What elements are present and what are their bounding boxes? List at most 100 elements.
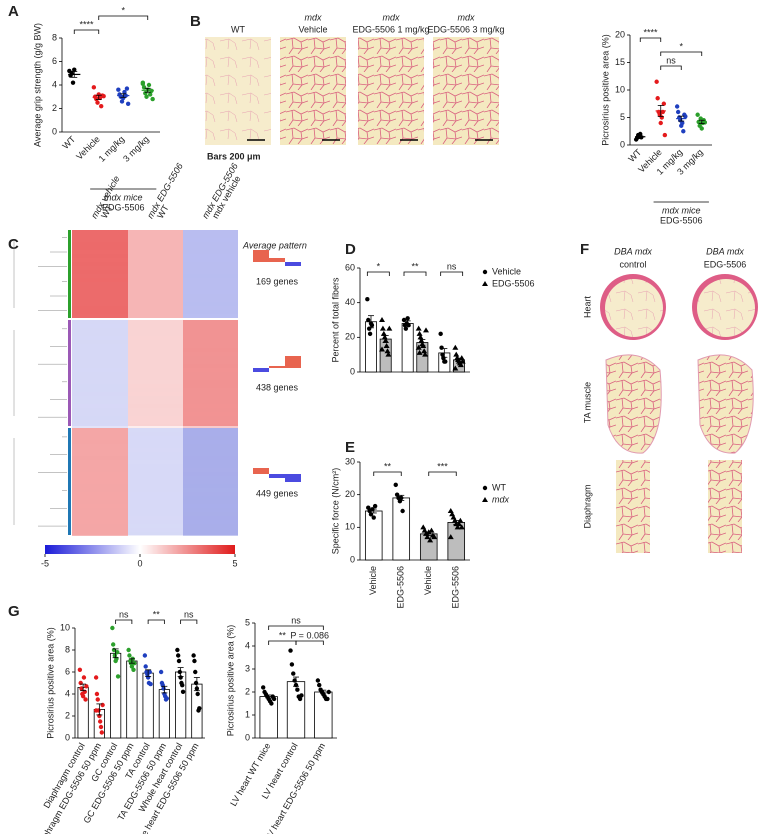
y-tick-label: 8 <box>65 644 70 654</box>
data-point <box>124 86 130 91</box>
histology-column-label: EDG-5506 1 mg/kg <box>352 24 429 34</box>
y-tick-label: 2 <box>65 710 70 720</box>
heatmap-row <box>128 472 183 476</box>
significance-label: ns <box>291 615 301 625</box>
data-point <box>482 269 488 275</box>
data-point <box>386 325 393 331</box>
pattern-bar <box>269 366 285 368</box>
heatmap-row <box>183 384 238 388</box>
y-tick-label: 6 <box>52 56 57 66</box>
heatmap-row <box>183 320 238 324</box>
heatmap-row <box>72 424 128 428</box>
heatmap-row <box>72 242 128 246</box>
heatmap-row <box>183 388 238 392</box>
data-point <box>116 87 121 92</box>
data-point <box>191 653 196 658</box>
heatmap-row <box>128 400 183 404</box>
data-point <box>662 132 668 138</box>
histology-row-label: Heart <box>582 296 592 319</box>
heatmap-row <box>183 484 238 488</box>
legend-label: Vehicle <box>492 266 521 276</box>
heatmap-row <box>128 508 183 512</box>
data-point <box>381 334 388 340</box>
heatmap-row <box>72 376 128 380</box>
heatmap-row <box>183 352 238 356</box>
data-point <box>439 345 444 350</box>
data-point <box>84 684 89 689</box>
heatmap-row <box>128 480 183 484</box>
panel-label: C <box>8 236 19 253</box>
data-point <box>161 686 166 691</box>
heatmap-row <box>183 340 238 344</box>
heatmap-row <box>72 328 128 332</box>
heatmap-row <box>183 444 238 448</box>
y-tick-label: 2 <box>245 686 250 696</box>
heatmap-row <box>72 234 128 238</box>
heatmap-row <box>72 286 128 290</box>
heatmap-row <box>72 504 128 508</box>
heatmap-row <box>183 234 238 238</box>
significance-label: **** <box>643 27 658 37</box>
data-point <box>146 82 152 88</box>
heatmap-row <box>72 372 128 376</box>
heatmap-row <box>72 480 128 484</box>
x-tick-label: Vehicle <box>423 566 433 595</box>
data-point <box>289 662 295 667</box>
heatmap-row <box>72 302 128 306</box>
pattern-bar <box>285 262 301 266</box>
heatmap-row <box>128 380 183 384</box>
heatmap-row <box>128 500 183 504</box>
y-tick-label: 0 <box>65 732 70 742</box>
heatmap-row <box>128 532 183 536</box>
heatmap-row <box>72 392 128 396</box>
heatmap-row <box>183 294 238 298</box>
panel-label: F <box>580 241 589 258</box>
heatmap-row <box>183 436 238 440</box>
heatmap-row <box>183 356 238 360</box>
heatmap-row <box>128 328 183 332</box>
y-tick-label: 60 <box>345 262 355 272</box>
heatmap-row <box>183 380 238 384</box>
significance-bracket <box>268 640 297 645</box>
heatmap-row <box>72 282 128 286</box>
heatmap-row <box>128 266 183 270</box>
heatmap-row <box>183 254 238 258</box>
colorbar <box>45 545 235 554</box>
heatmap-row <box>183 496 238 500</box>
histology-column-label: mdx <box>382 12 400 22</box>
significance-label: ns <box>119 609 129 619</box>
heatmap-row <box>183 286 238 290</box>
heatmap-row <box>128 464 183 468</box>
significance-bracket <box>73 29 100 34</box>
data-point <box>415 344 422 350</box>
heatmap-row <box>183 274 238 278</box>
heatmap-row <box>183 448 238 452</box>
histology-column-label: WT <box>231 24 245 34</box>
heatmap-row <box>72 360 128 364</box>
data-point <box>379 317 385 322</box>
data-point <box>72 67 77 72</box>
bar <box>401 323 414 373</box>
significance-bracket <box>660 65 682 70</box>
heatmap-row <box>183 310 238 314</box>
scale-note: Bars 200 μm <box>207 151 261 161</box>
heatmap-row <box>183 360 238 364</box>
significance-label: ** <box>279 630 287 640</box>
heatmap-row <box>183 392 238 396</box>
heatmap-row <box>128 348 183 352</box>
data-point <box>177 669 183 675</box>
heatmap-row <box>183 400 238 404</box>
data-point <box>456 521 462 527</box>
heatmap-row <box>183 306 238 310</box>
heatmap-row <box>183 314 238 318</box>
heatmap-row <box>183 412 238 416</box>
data-point <box>695 112 700 117</box>
heatmap-row <box>183 452 238 456</box>
heatmap-row <box>72 412 128 416</box>
x-tick-label: Vehicle <box>368 566 378 595</box>
legend-label: EDG-5506 <box>492 278 535 288</box>
data-point <box>175 647 180 653</box>
data-point <box>458 355 465 361</box>
data-point <box>325 696 330 702</box>
heatmap-row <box>72 400 128 404</box>
